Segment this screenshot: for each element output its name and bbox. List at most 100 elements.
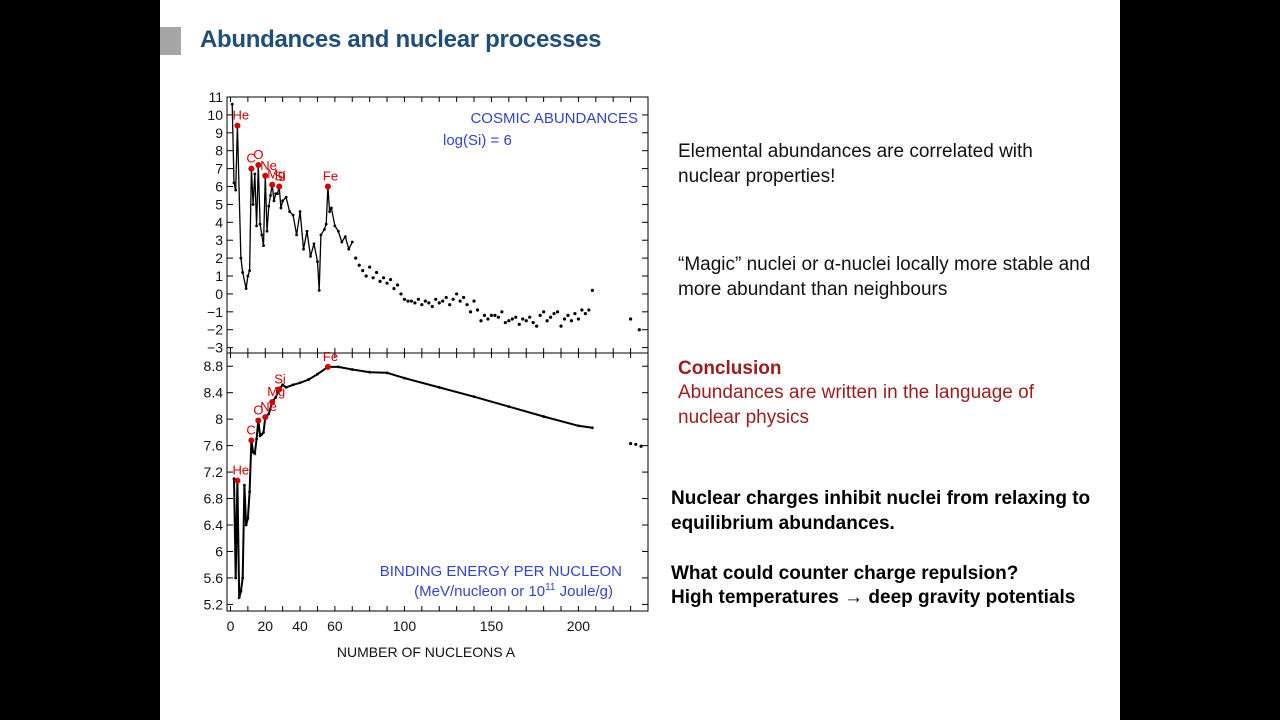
data-point <box>385 281 389 285</box>
element-marker <box>324 363 331 370</box>
element-label: Si <box>274 371 286 386</box>
data-point <box>514 315 518 319</box>
data-point <box>587 308 591 312</box>
data-point <box>244 287 248 290</box>
data-point <box>430 304 434 309</box>
element-marker <box>276 183 283 190</box>
data-point <box>441 299 445 303</box>
element-label: O <box>253 147 263 162</box>
data-point <box>395 283 400 287</box>
y-tick-label: 2 <box>215 250 223 266</box>
data-point <box>427 301 431 305</box>
data-point <box>569 319 574 323</box>
y-tick-label: 7 <box>215 161 223 177</box>
data-point <box>329 206 333 210</box>
y-tick-label: 7.6 <box>204 438 224 454</box>
y-tick-label: 11 <box>208 89 223 105</box>
data-point <box>559 324 563 328</box>
data-point <box>573 312 577 316</box>
data-point <box>262 244 265 247</box>
data-point <box>524 319 528 323</box>
data-point <box>371 276 375 280</box>
data-point <box>368 265 372 269</box>
y-tick-label: 1 <box>215 268 223 284</box>
data-point <box>267 204 271 208</box>
data-point <box>388 278 393 282</box>
data-point <box>548 315 553 319</box>
data-point <box>307 378 311 381</box>
data-point <box>399 292 403 296</box>
data-point <box>364 274 368 278</box>
data-point <box>517 322 521 326</box>
data-point <box>562 317 567 321</box>
data-point <box>420 303 424 307</box>
y-tick-label: 5.6 <box>204 570 224 586</box>
element-label: Fe <box>323 349 338 364</box>
data-point <box>350 368 354 371</box>
element-marker <box>255 417 262 424</box>
data-point <box>413 301 417 305</box>
element-label: C <box>246 422 255 437</box>
data-point <box>542 415 546 418</box>
data-point <box>298 210 302 213</box>
y-tick-label: −1 <box>207 304 223 320</box>
y-tick-label: 3 <box>215 232 223 248</box>
data-point <box>244 523 248 527</box>
y-tick-label: 9 <box>215 125 223 141</box>
data-point <box>343 235 347 239</box>
element-label: Mg <box>267 167 285 182</box>
data-point <box>409 299 414 303</box>
data-point <box>237 596 241 600</box>
data-point <box>354 256 358 260</box>
data-point <box>392 286 396 291</box>
element-marker <box>248 437 255 444</box>
data-point <box>291 383 295 387</box>
slide: Abundances and nuclear processes <box>160 0 1120 720</box>
element-label: He <box>232 108 249 123</box>
x-tick-label: 0 <box>227 618 235 634</box>
data-point <box>336 365 340 369</box>
plot-frame <box>226 352 649 612</box>
conclusion-heading: Conclusion <box>678 358 782 379</box>
data-point <box>437 386 441 389</box>
x-tick-label: 60 <box>327 618 343 634</box>
data-point <box>535 324 539 328</box>
data-point <box>234 188 238 192</box>
x-tick-label: 20 <box>257 618 273 634</box>
data-point <box>242 483 246 487</box>
element-marker <box>248 165 255 172</box>
data-point <box>267 412 271 416</box>
series-line <box>231 104 353 291</box>
data-point <box>305 229 309 233</box>
element-label: Ne <box>260 158 277 173</box>
element-marker <box>324 183 331 190</box>
chart-subtitle: (MeV/nucleon or 1011 Joule/g) <box>414 582 613 600</box>
data-point <box>542 310 546 314</box>
data-point <box>284 195 288 199</box>
data-point <box>507 405 511 408</box>
data-point <box>545 319 549 323</box>
data-point <box>262 430 265 434</box>
data-point <box>538 313 542 318</box>
y-tick-label: 6 <box>215 543 223 559</box>
data-point <box>357 263 361 267</box>
element-marker <box>262 172 269 179</box>
data-point <box>528 315 532 319</box>
element-label: O <box>253 402 263 417</box>
element-marker <box>234 122 241 129</box>
data-point <box>361 269 365 273</box>
x-axis-label: NUMBER OF NUCLEONS A <box>337 644 516 660</box>
y-tick-label: 6 <box>215 179 223 195</box>
text-question: What could counter charge repulsion? <box>671 563 1019 584</box>
data-point <box>333 224 337 228</box>
data-point <box>253 452 257 455</box>
data-point <box>324 222 328 226</box>
data-point <box>246 274 250 278</box>
data-point <box>265 229 269 233</box>
data-point <box>451 297 455 301</box>
data-point <box>531 320 535 325</box>
data-point <box>639 444 643 448</box>
data-point <box>295 233 298 237</box>
y-tick-label: −2 <box>207 322 223 338</box>
